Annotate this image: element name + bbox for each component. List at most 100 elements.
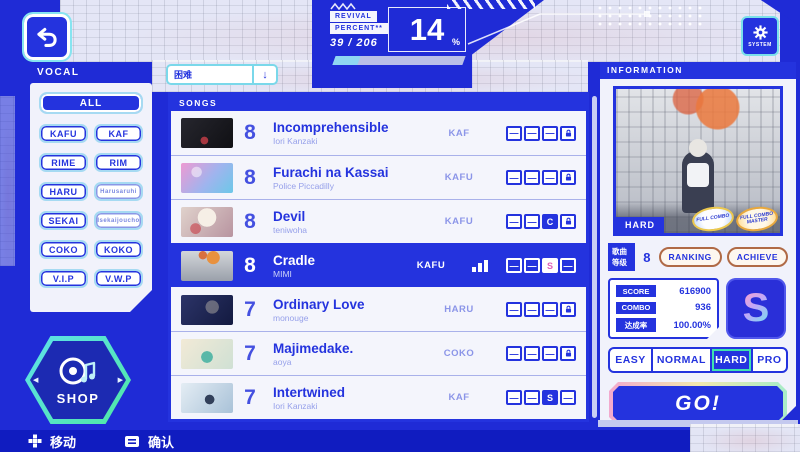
score-value: 616900: [679, 285, 711, 297]
grade-badge-S: S: [542, 258, 558, 273]
ranking-button[interactable]: RANKING: [659, 247, 722, 267]
clear-slot-empty: —: [524, 258, 540, 273]
combo-value: 936: [695, 302, 711, 313]
grade-badge-S: S: [542, 390, 558, 405]
vocal-filter-sekai[interactable]: SEKAI: [39, 211, 88, 230]
clear-slot-empty: —: [524, 170, 540, 185]
song-vocal: KAFU: [444, 172, 474, 183]
full-combo-master-badge: FULL COMBO MASTER: [735, 204, 780, 234]
revival-percent-value: 14: [409, 11, 445, 47]
song-artist: teniwoha: [273, 224, 308, 235]
song-vocal: KAF: [448, 392, 470, 403]
song-row[interactable]: 8 Furachi na Kassai Police Piccadilly KA…: [171, 155, 586, 199]
song-thumbnail: [181, 294, 233, 325]
song-row[interactable]: 8 Devil teniwoha KAFU — — C: [171, 199, 586, 243]
lock-icon: [560, 125, 576, 141]
full-combo-badge: FULL COMBO: [691, 204, 736, 234]
difficulty-tag: HARD: [616, 217, 664, 233]
confirm-hint: 确认: [124, 432, 174, 451]
percent-label: PERCENT**: [330, 23, 388, 34]
grade-badge-C: C: [542, 214, 558, 229]
song-title: Furachi na Kassai: [273, 164, 389, 180]
circuit-lines-decor: [467, 11, 650, 45]
clear-slot-empty: —: [524, 125, 540, 141]
vocal-filter-coko[interactable]: COKO: [39, 240, 88, 259]
tab-pro[interactable]: PRO: [751, 349, 786, 371]
difficulty-tabs: EASY NORMAL HARD PRO: [608, 347, 788, 373]
vocal-filter-haru[interactable]: HARU: [39, 182, 88, 201]
song-artist: Police Piccadilly: [273, 180, 334, 191]
song-thumbnail: [181, 206, 233, 237]
song-row-selected[interactable]: 8 Cradle MIMI KAFU — — S —: [171, 243, 586, 287]
songs-scrollbar[interactable]: [592, 96, 597, 418]
zigzag-decor: [330, 2, 356, 10]
song-row[interactable]: 8 Incomprehensible Iori Kanzaki KAF — — —: [171, 111, 586, 155]
play-count-bars-icon: [472, 259, 488, 272]
chevron-down-icon: ↓: [252, 66, 276, 83]
song-title: Cradle: [273, 252, 316, 268]
song-title: Majimedake.: [273, 340, 354, 356]
vocal-filter-vwp[interactable]: V.W.P: [94, 269, 143, 288]
vocal-filter-koko[interactable]: KOKO: [94, 240, 143, 259]
vocal-filter-rime[interactable]: RIME: [39, 153, 88, 172]
song-level: 7: [244, 341, 256, 365]
song-vocal: KAFU: [444, 216, 474, 227]
song-level: 8: [244, 253, 256, 277]
score-label: SCORE: [616, 285, 656, 297]
song-thumbnail: [181, 118, 233, 148]
vocal-filter-vip[interactable]: V.I.P: [39, 269, 88, 288]
song-artist: Iori Kanzaki: [273, 136, 318, 146]
tab-normal[interactable]: NORMAL: [651, 349, 710, 371]
diagonal-stripes-decor: [447, 0, 535, 9]
achievement-rate-label: 达成率: [616, 318, 656, 332]
back-button[interactable]: [22, 12, 72, 62]
song-title: Ordinary Love: [273, 296, 365, 312]
achieve-button[interactable]: ACHIEVE: [727, 247, 788, 267]
song-title: Devil: [273, 208, 306, 224]
achievement-badges: FULL COMBO FULL COMBO MASTER: [692, 207, 778, 231]
vocal-filter-isekaijoucho[interactable]: Isekaijoucho: [94, 211, 143, 230]
clear-slot-empty: —: [506, 214, 522, 229]
clear-slot-empty: —: [524, 214, 540, 229]
song-row[interactable]: 7 Ordinary Love monouge HARU — — —: [171, 287, 586, 331]
clear-slot-empty: —: [506, 346, 522, 361]
lock-icon: [560, 170, 576, 185]
tab-hard[interactable]: HARD: [710, 349, 751, 371]
song-jacket-art: HARD FULL COMBO FULL COMBO MASTER: [613, 86, 783, 236]
vocal-filter-kafu[interactable]: KAFU: [39, 124, 88, 143]
song-row[interactable]: 7 Intertwined Iori Kanzaki KAF — — S —: [171, 375, 586, 419]
rank-badge: S: [726, 278, 786, 339]
clear-slot-empty: —: [524, 390, 540, 405]
clear-status-slots: — — S —: [504, 390, 576, 405]
rank-letter: S: [742, 286, 770, 330]
system-button[interactable]: SYSTEM: [741, 16, 779, 56]
song-level: 8: [244, 165, 256, 189]
score-box: SCORE 616900 COMBO 936 达成率 100.00%: [608, 278, 719, 339]
lock-icon: [560, 214, 576, 229]
song-level: 7: [244, 297, 256, 321]
vocal-filter-kaf[interactable]: KAF: [94, 124, 143, 143]
go-label: GO!: [675, 392, 721, 415]
sort-dropdown[interactable]: 困难 ↓: [166, 64, 278, 85]
shop-button[interactable]: ◀ ▶ SHOP: [25, 336, 131, 424]
go-button[interactable]: GO!: [609, 382, 787, 426]
tab-easy[interactable]: EASY: [615, 354, 646, 366]
shop-label: SHOP: [56, 390, 100, 406]
clear-slot-empty: —: [560, 258, 576, 273]
clear-status-slots: — — —: [504, 302, 576, 317]
percent-sign: %: [451, 37, 460, 47]
songs-list: 8 Incomprehensible Iori Kanzaki KAF — — — …: [171, 111, 586, 419]
clear-slot-empty: —: [542, 170, 558, 185]
vocal-filter-harusaruhi[interactable]: Harusaruhi: [94, 182, 143, 201]
vocal-filter-all[interactable]: ALL: [39, 92, 143, 114]
clear-status-slots: — — —: [504, 125, 576, 141]
song-row[interactable]: 7 Majimedake. aoya COKO — — —: [171, 331, 586, 375]
song-thumbnail: [181, 162, 233, 193]
system-label: SYSTEM: [748, 42, 772, 48]
song-vocal: KAFU: [416, 260, 446, 271]
song-vocal: KAF: [448, 127, 470, 139]
clear-status-slots: — — C: [504, 214, 576, 229]
vocal-filter-rim[interactable]: RIM: [94, 153, 143, 172]
song-artist: Iori Kanzaki: [273, 400, 318, 411]
song-level: 8: [244, 121, 256, 144]
